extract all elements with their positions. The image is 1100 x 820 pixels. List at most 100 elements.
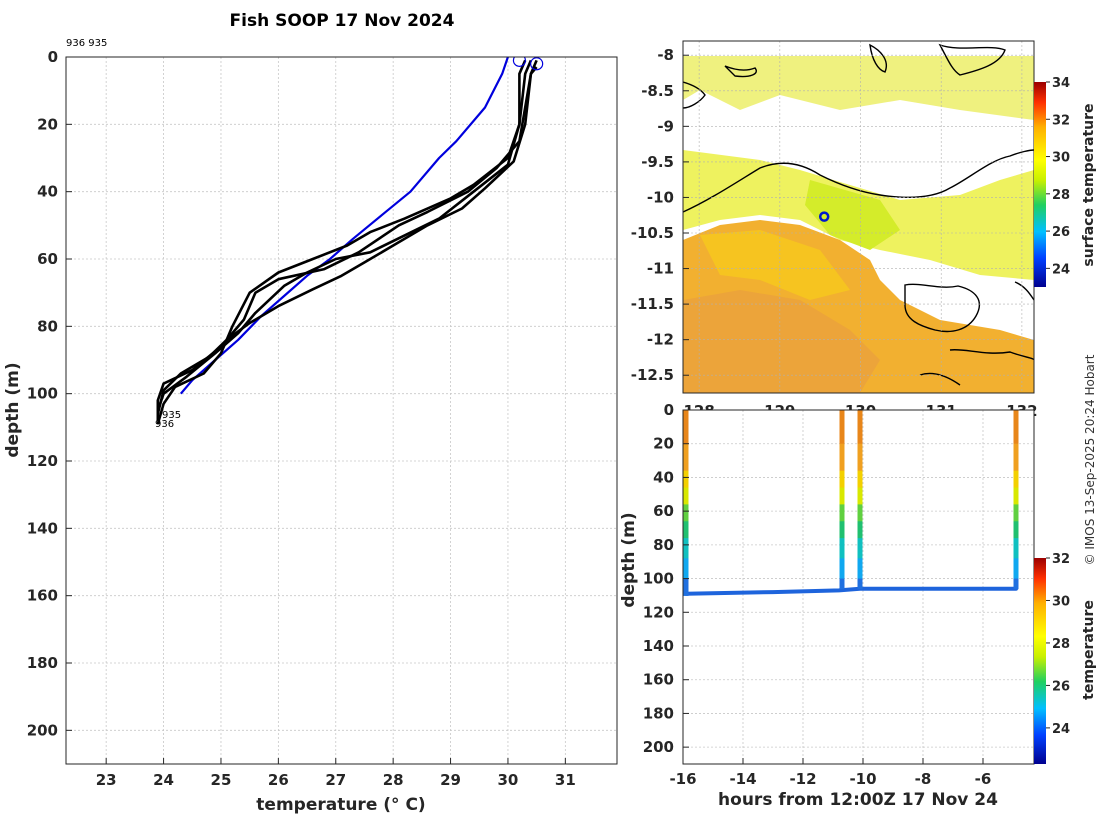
map-ytick-label: -11.5 (631, 295, 674, 313)
island-north-mid (869, 43, 887, 73)
section-ytick-label: 60 (653, 502, 674, 520)
section-xtick-label: -6 (975, 770, 992, 788)
profile-axes-box (65, 56, 618, 765)
map-ytick-label: -8.5 (641, 82, 674, 100)
temperature-colorbar (1034, 558, 1046, 764)
temperature-colorbar-tick-label: 28 (1052, 637, 1070, 652)
profile-ylabel: depth (m) (3, 362, 23, 457)
sst-colorbar-tick-label: 28 (1052, 188, 1070, 203)
profile-xtick-label: 30 (498, 771, 519, 789)
profile-ytick-label: 160 (27, 587, 58, 605)
profile-xtick-label: 28 (383, 771, 404, 789)
sst-colorbar (1034, 82, 1046, 287)
profile-ytick-label: 0 (48, 48, 58, 66)
sst-colorbar-tick-label: 24 (1052, 262, 1070, 277)
temperature-colorbar-tick-label: 24 (1052, 722, 1070, 737)
map-content (683, 41, 1034, 393)
coastline-main (683, 149, 1034, 213)
profile-ytick-label: 200 (27, 721, 58, 739)
profile-plot-area (66, 57, 617, 764)
section-ytick-label: 40 (653, 468, 674, 486)
profile-line-profile-3 (156, 59, 527, 418)
profile-end-label-936: 936 (155, 419, 174, 430)
map-ytick-label: -9 (657, 117, 674, 135)
coast-south-east (1014, 281, 1034, 301)
sst-colorbar-tick-label: 34 (1052, 76, 1070, 91)
sst-colorbar-tick-label: 32 (1052, 113, 1070, 128)
island-north-west (724, 65, 757, 78)
temperature-colorbar-tick-label: 30 (1052, 594, 1070, 609)
section-ytick-label: 160 (643, 671, 674, 689)
profile-ytick-label: 20 (37, 115, 58, 133)
section-xtick-label: -14 (729, 770, 756, 788)
temperature-colorbar-tick-label: 26 (1052, 679, 1070, 694)
profile-ytick-label: 40 (37, 183, 58, 201)
map-ytick-label: -11 (647, 260, 674, 278)
map-ytick-label: -10.5 (631, 224, 674, 242)
section-xtick-label: -10 (849, 770, 876, 788)
section-ytick-label: 140 (643, 637, 674, 655)
profile-ytick-label: 140 (27, 519, 58, 537)
section-panel: -16 -14 -12 -10 -8 -6 0 20 40 60 80 100 120 140 160 180… (619, 401, 1097, 810)
section-xtick-label: -16 (669, 770, 696, 788)
profile-ytick-label: 120 (27, 452, 58, 470)
section-ytick-label: 20 (653, 435, 674, 453)
profile-line-profile-2 (156, 59, 533, 425)
profile-ytick-label: 100 (27, 385, 58, 403)
temperature-colorbar-ticks: 24 26 28 30 32 (1046, 552, 1070, 737)
temperature-colorbar-label: temperature (1081, 600, 1097, 700)
section-ytick-label: 180 (643, 704, 674, 722)
map-ytick-label: -9.5 (641, 153, 674, 171)
profile-xtick-label: 25 (211, 771, 232, 789)
profile-xtick-label: 31 (555, 771, 576, 789)
sst-patch-north (683, 56, 1034, 120)
island-north-east (938, 43, 1006, 76)
sst-colorbar-label: surface temperature (1081, 103, 1097, 266)
section-ytick-label: 100 (643, 570, 674, 588)
section-ticks: -16 -14 -12 -10 -8 -6 0 20 40 60 80 100 120 140 160 180… (643, 401, 992, 788)
profile-line-profile-4 (156, 66, 538, 415)
sst-colorbar-tick-label: 30 (1052, 151, 1070, 166)
map-ytick-label: -12 (647, 331, 674, 349)
profile-xtick-label: 24 (153, 771, 174, 789)
section-xtick-label: -12 (789, 770, 816, 788)
section-ylabel: depth (m) (619, 512, 639, 607)
section-bottom-track (684, 586, 1018, 596)
profile-xtick-label: 23 (96, 771, 117, 789)
map-gridlines (683, 41, 1034, 393)
profile-top-labels: 936 935 (66, 38, 107, 49)
profile-end-label-935: 935 (162, 410, 181, 421)
profile-start-marker (530, 57, 544, 71)
profile-xtick-label: 29 (440, 771, 461, 789)
section-ytick-label: 120 (643, 603, 674, 621)
coast-south (949, 348, 1034, 361)
map-panel: -8-8.5-9-9.5-10-10.5-11-11.5-12-12.51281… (631, 40, 1097, 420)
section-casts (683, 410, 1019, 596)
credit-text: © IMOS 13-Sep-2025 20:24 Hobart (1083, 354, 1097, 565)
coastlines (683, 43, 1034, 386)
map-ytick-label: -10 (647, 188, 674, 206)
profile-ytick-label: 80 (37, 317, 58, 335)
section-xlabel: hours from 12:00Z 17 Nov 24 (718, 790, 998, 810)
sst-patch-warm (700, 230, 850, 300)
map-ytick-label: -8 (657, 46, 674, 64)
sst-field (683, 56, 1034, 393)
vessel-position-marker (818, 211, 830, 222)
profile-ytick-label: 60 (37, 250, 58, 268)
profile-xtick-label: 26 (268, 771, 289, 789)
profile-ticks: 23 24 25 26 27 28 29 30 31 0 20 40 60 80 100 120 140 160 1… (27, 48, 576, 789)
profile-xtick-label: 27 (325, 771, 346, 789)
profile-gridlines (66, 56, 617, 764)
sst-patch-southwest (683, 290, 880, 393)
temperature-colorbar-tick-label: 32 (1052, 552, 1070, 567)
figure-title: Fish SOOP 17 Nov 2024 (230, 11, 455, 31)
profile-panel: 23 24 25 26 27 28 29 30 31 0 20 40 60 80 100 120 140 160 1… (3, 38, 618, 815)
section-ytick-label: 0 (664, 401, 674, 419)
profile-ytick-label: 180 (27, 654, 58, 672)
sst-colorbar-tick-label: 26 (1052, 225, 1070, 240)
sst-colorbar-ticks: 24 26 28 30 32 34 (1046, 76, 1070, 277)
section-ytick-label: 80 (653, 536, 674, 554)
profile-start-marker (512, 57, 527, 67)
